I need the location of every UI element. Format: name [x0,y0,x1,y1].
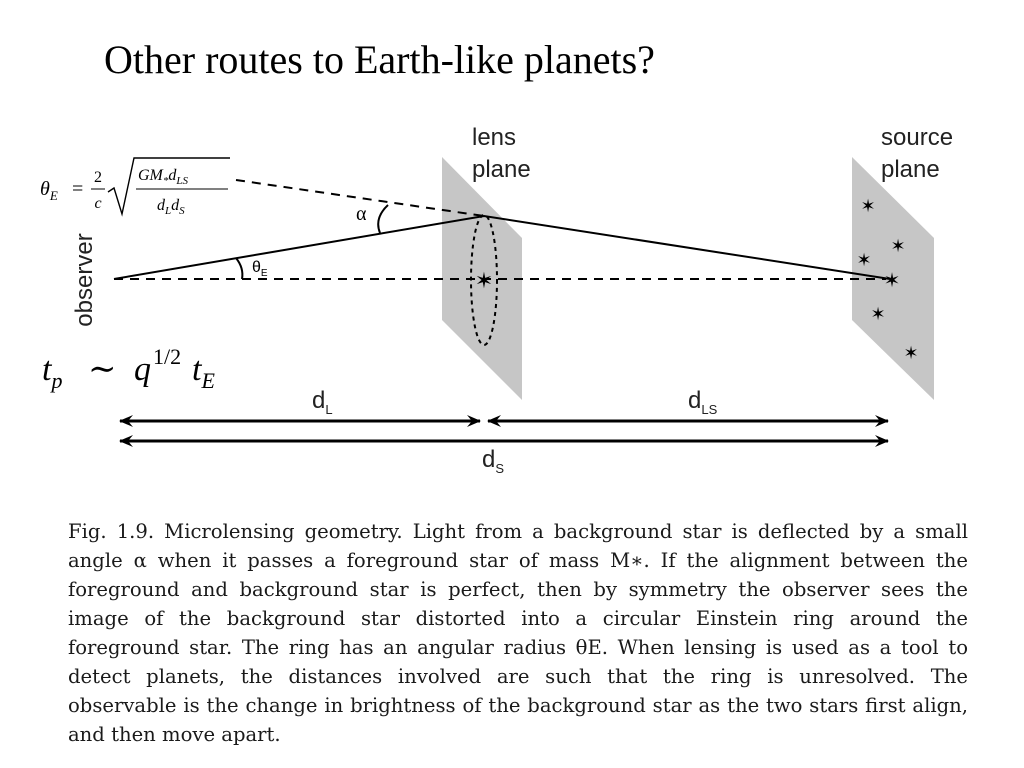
observer-label: observer [71,233,98,326]
lens-plane-label: lens plane [472,124,531,183]
light-path [113,214,891,280]
background-star-icon: ✶ [884,270,901,292]
svg-text:θE: θE [40,178,58,203]
einstein-radius-formula: θE = 2 c GM*dLS dLdS [40,157,230,217]
svg-text:1/2: 1/2 [153,344,181,369]
source-plane-label: source plane [881,124,960,183]
svg-text:c: c [94,195,101,212]
dLS-label: dLS [688,387,718,417]
svg-text:2: 2 [94,169,102,186]
source-star-icon: ✶ [856,250,871,270]
alpha-label: α [356,203,367,225]
svg-text:q: q [134,351,151,388]
source-star-icon: ✶ [890,236,905,256]
source-plane [852,157,934,400]
alpha-arc [377,204,389,234]
svg-text:tp: tp [42,351,62,393]
figure-caption: Fig. 1.9. Microlensing geometry. Light f… [68,520,968,746]
timescale-formula: tp ∼ q 1/2 tE [42,344,215,393]
svg-text:∼: ∼ [88,351,117,388]
slide-title: Other routes to Earth-like planets? [104,37,655,82]
svg-text:dLdS: dLdS [157,197,185,217]
microlensing-diagram: ✶ ✶ ✶ ✶ ✶ ✶ ✶ lens plane source plane ob… [40,124,960,476]
dL-label: dL [312,387,333,417]
svg-text:GM*dLS: GM*dLS [138,167,189,187]
lens-star-icon: ✶ [475,268,493,293]
theta-e-label: θE [252,259,268,279]
svg-text:=: = [72,178,83,200]
dS-label: dS [482,446,504,476]
svg-text:tE: tE [192,351,215,393]
theta-arc [235,257,244,280]
source-star-icon: ✶ [860,196,875,216]
source-star-icon: ✶ [903,343,918,363]
source-star-icon: ✶ [870,304,885,324]
apparent-direction-line [235,179,485,217]
